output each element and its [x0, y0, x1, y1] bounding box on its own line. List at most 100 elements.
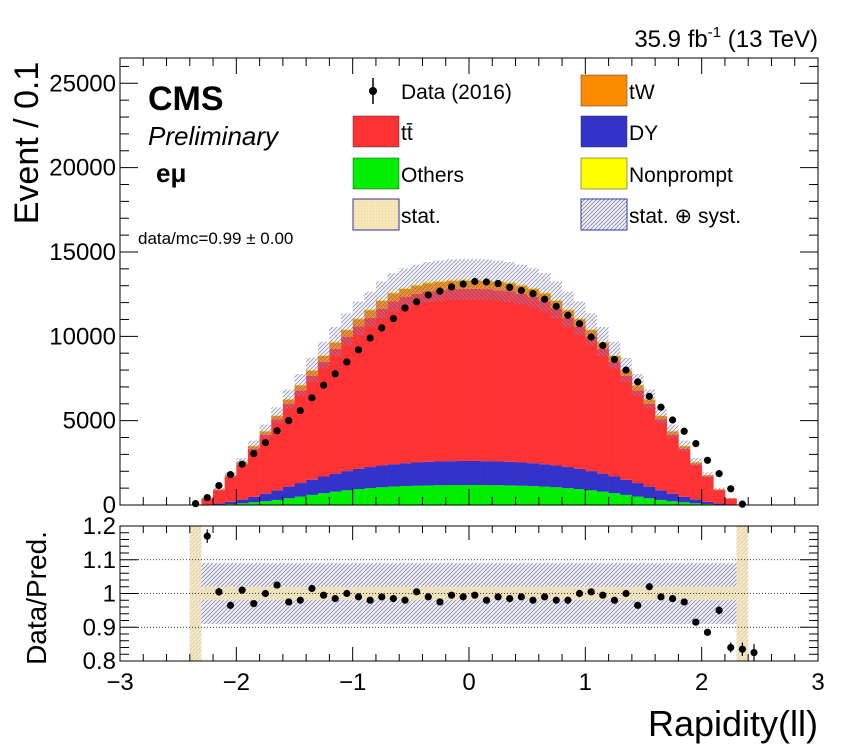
- unc-band-bin-8: [282, 389, 295, 409]
- data-point-29: [529, 290, 537, 298]
- bar-ttbar-18: [399, 297, 412, 464]
- bar-ttbar-9: [294, 390, 307, 484]
- bar-ttbar-27: [503, 291, 516, 462]
- ratio-point-18: [413, 588, 421, 596]
- bar-others-39: [643, 498, 656, 505]
- bar-ttbar-20: [422, 291, 435, 462]
- unc-band-bin-9: [294, 374, 307, 396]
- bar-dy-38: [631, 483, 644, 497]
- y-tick-label-main: 5000: [63, 408, 116, 435]
- ratio-point-6: [273, 581, 281, 589]
- bar-dy-40: [655, 490, 668, 500]
- ratio-point-25: [494, 593, 502, 601]
- stack-area: [189, 259, 749, 508]
- legend-nonprompt-swatch: [580, 157, 628, 190]
- ratio-stat-band-36: [608, 586, 621, 601]
- bar-others-30: [538, 486, 551, 505]
- bar-dy-7: [271, 490, 284, 500]
- bar-dy-35: [596, 473, 609, 492]
- legend: Data (2016) tW tt̄ DY Others Nonprompt s…: [352, 74, 741, 231]
- ratio-stat-band-10: [306, 586, 318, 601]
- unc-band-bin-44: [701, 472, 714, 478]
- ratio-point-22: [459, 593, 467, 601]
- bar-ttbar-44: [701, 476, 714, 502]
- ratio-stat-band-47: [736, 526, 749, 661]
- unc-band-bin-17: [387, 273, 400, 312]
- bar-ttbar-19: [410, 293, 423, 463]
- legend-entry-ttbar: tt̄: [352, 115, 413, 148]
- bar-ttbar-15: [364, 317, 377, 468]
- y-tick-label-ratio: 0.9: [83, 614, 116, 641]
- unc-band-bin-42: [678, 440, 691, 452]
- data-point-8: [285, 417, 293, 425]
- unc-band-bin-11: [317, 341, 330, 369]
- bar-dy-26: [492, 461, 505, 486]
- bar-dy-32: [562, 467, 574, 489]
- legend-entry-data: Data (2016): [369, 78, 512, 104]
- data-point-11: [319, 381, 328, 389]
- bar-others-9: [294, 496, 307, 505]
- y-tick-label-main: 25000: [49, 70, 116, 97]
- legend-entry-others: Others: [352, 157, 464, 190]
- data-point-25: [482, 278, 491, 286]
- ratio-stat-band-7: [271, 586, 283, 601]
- bar-others-14: [352, 489, 365, 505]
- ratio-point-43: [703, 628, 712, 636]
- bar-dy-30: [538, 464, 551, 487]
- data-point-17: [389, 315, 397, 323]
- y-tick-label-main: 20000: [49, 155, 116, 182]
- x-axis-title: Rapidity(ll): [648, 703, 818, 744]
- bar-ttbar-1: [201, 498, 214, 505]
- data-point-32: [564, 311, 572, 319]
- bar-ttbar-39: [643, 403, 656, 487]
- bar-others-8: [282, 498, 295, 505]
- ratio-stat-band-3: [224, 586, 237, 601]
- ratio-point-13: [354, 593, 363, 601]
- ratio-point-12: [343, 589, 351, 598]
- ratio-stat-band-12: [329, 586, 342, 601]
- data-point-13: [343, 358, 351, 366]
- bar-ttbar-7: [271, 419, 284, 491]
- y-tick-label-ratio: 1: [103, 581, 116, 608]
- ratio-point-38: [645, 583, 653, 591]
- data-point-12: [331, 370, 339, 378]
- bar-others-3: [224, 503, 237, 505]
- ratio-point-39: [657, 593, 665, 601]
- bar-dy-31: [550, 465, 563, 488]
- unc-band-bin-34: [585, 313, 597, 346]
- unc-band-bin-7: [271, 407, 283, 424]
- bar-ttbar-32: [562, 317, 574, 468]
- y-axis-title-ratio: Data/Pred.: [21, 531, 52, 665]
- bar-dy-19: [410, 462, 423, 486]
- bar-dy-24: [469, 460, 481, 486]
- data-mc-label: data/mc=0.99 ± 0.00: [138, 229, 293, 248]
- ratio-panel: 0.8 0.9 1 1.1 1.2 −3 −2 −1 0 1 2 3: [83, 513, 825, 696]
- ratio-point-21: [447, 591, 456, 599]
- bar-others-15: [364, 488, 377, 505]
- bar-dy-27: [503, 461, 516, 486]
- bar-others-23: [457, 485, 470, 505]
- data-point-44: [703, 456, 712, 464]
- bar-dy-34: [585, 471, 598, 491]
- main-panel: 0 5000 10000 15000 20000 25000: [49, 57, 819, 519]
- ratio-point-47: [750, 648, 758, 657]
- unc-band-bin-12: [329, 326, 342, 357]
- unc-band-bin-6: [259, 424, 272, 438]
- ratio-stat-band-46: [724, 586, 737, 601]
- bar-ttbar-2: [213, 490, 225, 504]
- y-tick-label-ratio: 1.2: [83, 513, 116, 540]
- unc-band-bin-40: [655, 407, 667, 424]
- x-tick-label: 0: [462, 669, 475, 696]
- bar-others-21: [434, 485, 447, 505]
- data-point-31: [552, 302, 560, 310]
- ratio-point-17: [401, 596, 409, 604]
- ratio-stat-band-5: [247, 586, 260, 601]
- ratio-stat-band-39: [643, 586, 656, 601]
- unc-band-bin-35: [596, 326, 609, 357]
- data-point-46: [727, 485, 735, 493]
- bar-others-25: [480, 485, 493, 505]
- bar-dy-37: [620, 479, 633, 495]
- legend-entry-nonprompt: Nonprompt: [580, 157, 733, 190]
- bar-dy-6: [259, 493, 272, 502]
- ratio-axes: 0.8 0.9 1 1.1 1.2 −3 −2 −1 0 1 2 3: [83, 513, 825, 696]
